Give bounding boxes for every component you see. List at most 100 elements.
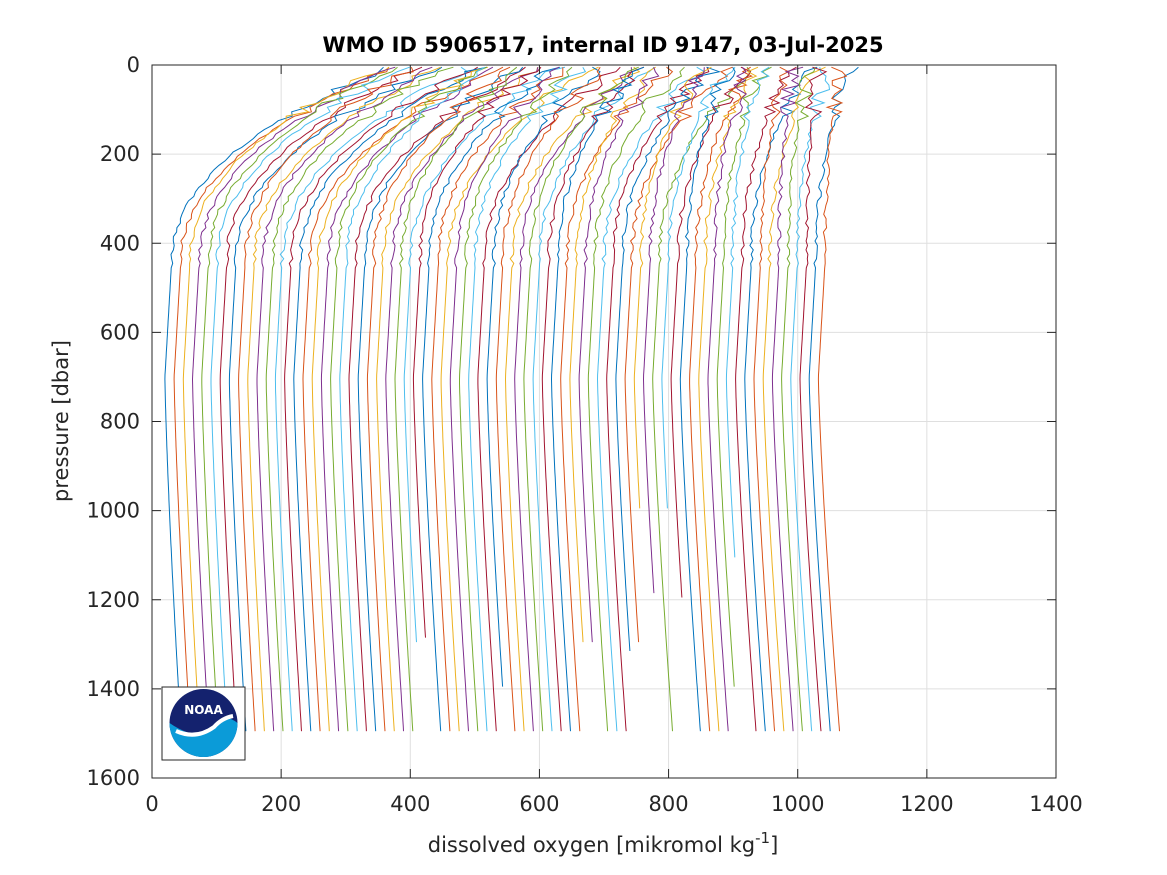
logo-wave-icon	[169, 718, 238, 757]
profile-line	[412, 66, 542, 638]
profile-line	[771, 66, 804, 732]
x-tick-label: 200	[261, 792, 301, 816]
profile-line	[698, 66, 759, 732]
profile-line	[762, 66, 826, 732]
y-tick-label: 400	[100, 231, 140, 255]
profile-line	[624, 66, 733, 643]
x-tick-label: 800	[649, 792, 689, 816]
y-tick-label: 600	[100, 320, 140, 344]
noaa-logo: NOAA	[161, 686, 246, 761]
x-tick-labels: 0 200 400 600 800 1000 1200 1400	[145, 792, 1082, 816]
profile-line	[781, 67, 816, 732]
y-tick-label: 800	[100, 410, 140, 434]
profile-line	[164, 66, 384, 732]
profile-line	[201, 66, 398, 732]
x-tick-label: 1400	[1029, 792, 1082, 816]
profile-line	[725, 66, 770, 558]
profile-line	[219, 66, 423, 732]
profile-line	[790, 67, 831, 732]
profile-line	[615, 66, 722, 652]
profile-line	[587, 66, 685, 732]
profile-line	[293, 66, 487, 732]
x-tick-label: 400	[390, 792, 430, 816]
profile-line	[440, 66, 599, 732]
profile-line	[228, 66, 443, 732]
profile-line	[247, 66, 441, 732]
profile-line	[679, 66, 736, 732]
profile-line	[550, 66, 645, 732]
profile-line	[431, 67, 564, 732]
profile-line	[541, 66, 644, 732]
y-tick-label: 1600	[87, 766, 140, 790]
profile-line	[716, 66, 772, 687]
profile-line	[486, 66, 601, 687]
y-tick-labels: 0 200 400 600 800 1000 1200 1400 1600	[87, 53, 140, 790]
x-axis-label-superscript: -1	[755, 829, 770, 847]
profile-line	[376, 67, 538, 732]
profile-line	[596, 66, 706, 732]
x-tick-label: 1200	[900, 792, 953, 816]
profile-line	[753, 66, 790, 732]
y-tick-label: 1000	[87, 499, 140, 523]
profile-line	[560, 66, 674, 732]
profile-line	[330, 66, 488, 732]
profile-line	[661, 66, 736, 509]
profile-line	[744, 66, 818, 732]
profile-line	[284, 66, 478, 732]
profile-line	[459, 66, 573, 732]
oxygen-profiles	[164, 66, 859, 732]
profile-line	[523, 66, 639, 732]
profile-line	[504, 66, 641, 732]
profile-line	[385, 67, 539, 732]
profile-line	[394, 66, 518, 732]
y-axis-label: pressure [dbar]	[49, 340, 73, 502]
profile-line	[339, 66, 486, 732]
profile-line	[182, 66, 390, 732]
profile-line	[210, 66, 410, 732]
profile-line	[569, 66, 656, 643]
profile-line	[302, 66, 504, 732]
profile-line	[808, 66, 859, 732]
x-tick-label: 0	[145, 792, 158, 816]
x-axis-label: dissolved oxygen [mikromol kg-1]	[428, 829, 779, 857]
profile-line	[357, 66, 524, 732]
profile-line	[274, 66, 469, 732]
chart-title: WMO ID 5906517, internal ID 9147, 03-Jul…	[322, 33, 883, 57]
plot-area-border	[151, 64, 1057, 779]
profile-line	[689, 66, 754, 732]
profile-line	[817, 66, 848, 732]
profile-line	[256, 66, 433, 732]
profile-line	[514, 67, 633, 732]
profile-line	[238, 67, 414, 732]
profile-line	[320, 66, 494, 732]
profile-line	[366, 66, 511, 732]
y-tick-label: 0	[127, 53, 140, 77]
profile-line	[578, 67, 660, 643]
profile-line	[422, 66, 561, 732]
profile-line	[495, 66, 602, 732]
x-tick-label: 1000	[771, 792, 824, 816]
profile-line	[532, 66, 655, 732]
profile-line	[633, 66, 712, 509]
profile-line	[606, 67, 710, 732]
profile-line	[403, 66, 566, 643]
profile-line	[191, 66, 396, 732]
profile-line	[735, 66, 797, 732]
profile-line	[348, 66, 526, 732]
x-tick-label: 600	[519, 792, 559, 816]
profile-line	[642, 67, 705, 594]
logo-text: NOAA	[184, 703, 223, 717]
profile-line	[449, 66, 560, 732]
x-axis-label-end: ]	[770, 833, 778, 857]
grid	[152, 65, 1056, 778]
profile-line	[311, 66, 489, 732]
profile-line	[652, 66, 752, 732]
profile-line	[468, 66, 587, 732]
profile-line	[670, 66, 752, 598]
profile-line	[265, 66, 454, 732]
y-tick-label: 200	[100, 142, 140, 166]
logo-gull-icon	[175, 714, 234, 737]
profile-line	[707, 66, 748, 732]
profile-line	[477, 66, 621, 732]
